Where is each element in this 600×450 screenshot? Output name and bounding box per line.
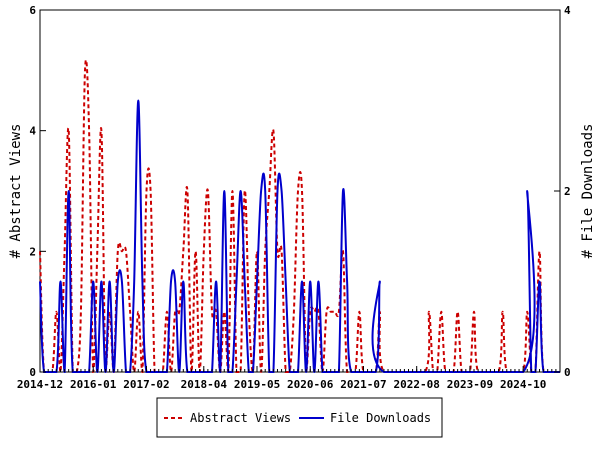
x-tick-label: 2021-07 <box>340 378 386 391</box>
left-tick-label: 0 <box>29 366 36 379</box>
right-tick-label: 0 <box>564 366 571 379</box>
left-tick-label: 6 <box>29 4 36 17</box>
x-tick-label: 2022-08 <box>394 378 440 391</box>
x-tick-label: 2014-12 <box>17 378 63 391</box>
legend-label-abstract-views: Abstract Views <box>190 411 291 425</box>
legend: Abstract Views File Downloads <box>156 397 443 438</box>
right-tick-label: 4 <box>564 4 571 17</box>
x-tick-label: 2020-06 <box>287 378 334 391</box>
left-axis-title: # Abstract Views <box>8 124 24 259</box>
x-tick-label: 2019-05 <box>234 378 280 391</box>
legend-label-file-downloads: File Downloads <box>330 411 431 425</box>
right-tick-label: 2 <box>564 185 571 198</box>
left-tick-label: 4 <box>29 125 36 138</box>
x-tick-label: 2024-10 <box>500 378 546 391</box>
right-axis-title: # File Downloads <box>580 124 596 259</box>
left-tick-label: 2 <box>29 245 36 258</box>
x-tick-label: 2017-02 <box>123 378 169 391</box>
x-tick-label: 2023-09 <box>447 378 493 391</box>
series-line-abstract-views <box>39 59 560 374</box>
axis-layer: 2014-12 2016-01 2017-02 2018-04 2019-05 2020-… <box>17 4 571 391</box>
x-tick-label: 2018-04 <box>181 378 228 391</box>
x-tick-label: 2016-01 <box>70 378 117 391</box>
